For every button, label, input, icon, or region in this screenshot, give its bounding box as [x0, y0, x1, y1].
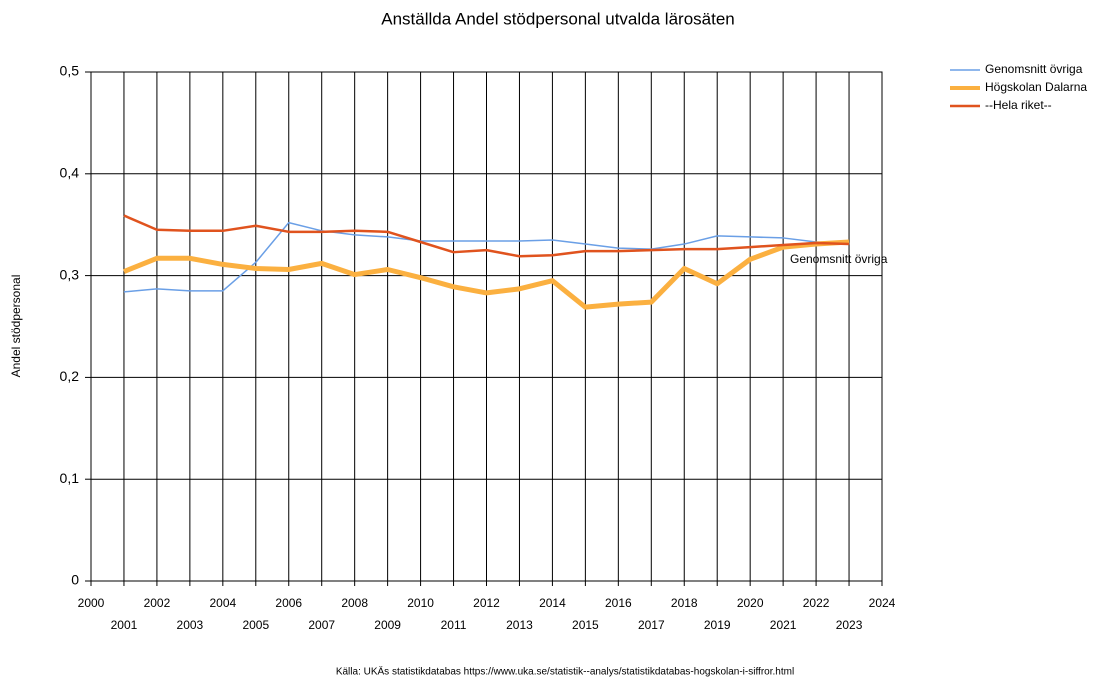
x-tick-label: 2005 — [242, 618, 269, 632]
x-tick-label: 2000 — [78, 596, 105, 610]
x-tick-label: 2014 — [539, 596, 566, 610]
x-tick-label: 2016 — [605, 596, 632, 610]
x-tick-label: 2001 — [111, 618, 138, 632]
series-line — [123, 239, 850, 310]
series-line — [123, 214, 850, 258]
y-tick-label: 0 — [71, 572, 79, 588]
y-tick-label: 0,2 — [60, 368, 80, 384]
x-tick-label: 2017 — [638, 618, 665, 632]
x-tick-label: 2023 — [836, 618, 863, 632]
chart-title: Anställda Andel stödpersonal utvalda lär… — [381, 9, 734, 28]
x-tick-label: 2010 — [407, 596, 434, 610]
x-tick-label: 2018 — [671, 596, 698, 610]
x-tick-label: 2015 — [572, 618, 599, 632]
x-tick-label: 2021 — [770, 618, 797, 632]
series-line — [123, 221, 850, 293]
x-tick-label: 2011 — [441, 618, 467, 632]
x-tick-label: 2013 — [506, 618, 533, 632]
x-tick-label: 2020 — [737, 596, 764, 610]
x-tick-label: 2024 — [869, 596, 896, 610]
x-tick-label: 2006 — [275, 596, 302, 610]
source: Källa: UKÄs statistikdatabas https://www… — [336, 666, 794, 678]
x-tick-label: 2003 — [177, 618, 204, 632]
y-tick-label: 0,1 — [60, 470, 80, 486]
y-tick-label: 0,4 — [60, 165, 80, 181]
x-tick-label: 2002 — [144, 596, 171, 610]
legend-label: Genomsnitt övriga — [985, 62, 1083, 76]
plot-frame — [90, 71, 883, 582]
y-tick-label: 0,3 — [60, 266, 80, 282]
x-tick-label: 2009 — [374, 618, 401, 632]
x-tick-label: 2022 — [803, 596, 830, 610]
x-tick-label: 2012 — [473, 596, 500, 610]
y-tick-label: 0,5 — [60, 63, 80, 79]
legend-label: Högskolan Dalarna — [985, 80, 1087, 94]
y-axis-label: Andel stödpersonal — [9, 275, 23, 378]
x-tick-label: 2004 — [209, 596, 236, 610]
annotation: Genomsnitt övriga — [790, 252, 888, 266]
x-tick-label: 2007 — [308, 618, 335, 632]
x-tick-label: 2008 — [341, 596, 368, 610]
legend-label: --Hela riket-- — [985, 98, 1052, 112]
x-tick-label: 2019 — [704, 618, 731, 632]
